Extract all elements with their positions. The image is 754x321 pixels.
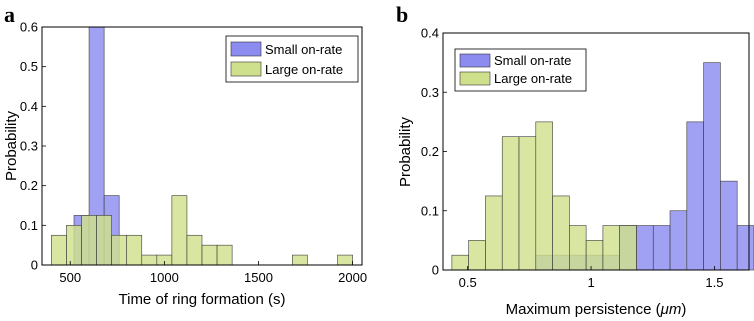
panel-b-legend-label-large: Large on-rate [494,71,572,86]
panel-a-ytick-label-3: 0.3 [20,139,38,154]
panel-a: a 0 0.1 0.2 0.3 0.4 0.5 0.6 500 1000 1500 2000 Tim… [3,2,367,308]
panel-b-series-0-bar-11 [720,180,738,271]
panel-a-series-1-bar-1 [66,225,82,266]
panel-b-series-1-bar-2 [485,195,503,271]
panel-a-xtick-label-3: 2000 [338,270,367,285]
panel-b-series-1-bar-5 [535,121,553,271]
panel-b: b 0 0.1 0.2 0.3 0.4 0.5 1 1.5 Maximum persisten… [396,2,754,318]
panel-a-series-1-bar-12 [292,254,308,266]
panel-b-ytick-label-4: 0.4 [421,26,439,41]
panel-a-series-1-bar-2 [81,215,97,266]
panel-b-xtick-label-2: 1.5 [705,275,723,290]
panel-a-xtick-label-1: 1000 [150,270,179,285]
panel-b-ytick-label-1: 0.1 [421,203,439,218]
panel-b-series-1-bar-8 [585,240,604,271]
panel-a-series-1-bar-8 [171,195,188,266]
panel-a-series-1-bar-4 [111,234,128,266]
panel-b-ytick-label-3: 0.3 [421,85,439,100]
panel-a-series-1-bar-6 [141,254,158,266]
panel-b-legend-swatch-small [459,53,491,68]
panel-a-legend-label-large: Large on-rate [265,62,343,77]
panel-a-xtick-label-0: 500 [59,270,81,285]
panel-b-xlabel-main: Maximum persistence ( [506,301,661,318]
panel-b-xtick-label-0: 0.5 [459,275,477,290]
panel-b-series-1-bar-0 [451,254,469,271]
panel-b-series-1-bar-4 [518,136,537,271]
panel-a-xtick-label-2: 1500 [244,270,273,285]
panel-a-bars [51,26,353,266]
panel-a-ytick-label-1: 0.1 [20,218,38,233]
panel-a-ylabel: Probability [3,110,20,181]
panel-b-series-1-bar-9 [602,225,620,271]
panel-a-series-1-bar-0 [51,234,67,266]
panel-b-legend-label-small: Small on-rate [494,53,571,68]
panel-b-series-1-bar-6 [552,195,570,271]
panel-a-xlabel: Time of ring formation (s) [119,291,286,308]
panel-a-ytick-label-4: 0.4 [20,99,38,114]
panel-b-series-1-bar-3 [501,136,520,271]
panel-b-ticks: 0 0.1 0.2 0.3 0.4 0.5 1 1.5 [421,26,724,291]
panel-b-series-0-bar-8 [669,210,688,271]
panel-a-series-1-bar-13 [337,254,353,266]
panel-b-letter: b [396,2,408,27]
panel-b-series-0-bar-7 [652,225,671,271]
panel-a-legend-swatch-small [230,41,262,57]
panel-b-xlabel: Maximum persistence (μm) [506,301,687,318]
panel-a-ytick-label-6: 0.6 [20,20,38,35]
panel-b-series-0-bar-6 [636,225,654,271]
panel-b-ylabel: Probability [397,116,414,187]
panel-a-letter: a [4,2,15,27]
panel-a-legend-swatch-large [230,61,262,77]
panel-a-series-1-bar-10 [201,244,218,266]
panel-b-series-0-bar-10 [703,62,721,271]
panel-b-legend: Small on-rate Large on-rate [454,48,587,92]
panel-b-series-0-bar-9 [686,121,704,271]
panel-a-series-1-bar-5 [126,234,143,266]
panel-a-legend-label-small: Small on-rate [265,42,342,57]
panel-a-series-1-bar-3 [96,215,112,266]
panel-b-series-0-bar-12 [736,225,754,271]
panel-a-ytick-label-2: 0.2 [20,178,38,193]
panel-b-bars [451,62,754,271]
panel-b-series-1-bar-10 [619,225,637,271]
panel-a-ytick-label-5: 0.5 [20,59,38,74]
panel-b-legend-swatch-large [459,71,491,86]
panel-a-series-1-bar-11 [216,244,233,266]
panel-a-ticks: 0 0.1 0.2 0.3 0.4 0.5 0.6 500 1000 1500 2000 [20,20,367,286]
panel-b-xtick-label-1: 1 [587,275,594,290]
panel-b-ytick-label-0: 0 [432,263,439,278]
panel-b-xlabel-close: ) [681,301,686,318]
panel-a-series-1-bar-9 [186,234,203,266]
panel-b-ytick-label-2: 0.2 [421,144,439,159]
panel-a-legend: Small on-rate Large on-rate [225,35,359,83]
panel-b-xlabel-unit: μm [660,301,682,318]
panel-a-ytick-label-0: 0 [31,258,38,273]
panel-b-series-1-bar-7 [569,225,587,271]
panel-b-series-1-bar-1 [468,240,486,271]
